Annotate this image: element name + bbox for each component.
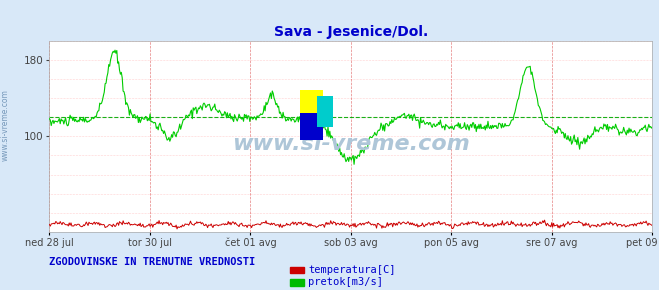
- FancyBboxPatch shape: [316, 96, 333, 127]
- Text: temperatura[C]: temperatura[C]: [308, 265, 396, 275]
- Text: www.si-vreme.com: www.si-vreme.com: [232, 134, 470, 154]
- Text: www.si-vreme.com: www.si-vreme.com: [1, 89, 10, 161]
- FancyBboxPatch shape: [300, 90, 322, 113]
- Title: Sava - Jesenice/Dol.: Sava - Jesenice/Dol.: [273, 26, 428, 39]
- Text: pretok[m3/s]: pretok[m3/s]: [308, 278, 384, 287]
- Text: ZGODOVINSKE IN TRENUTNE VREDNOSTI: ZGODOVINSKE IN TRENUTNE VREDNOSTI: [49, 257, 256, 267]
- FancyBboxPatch shape: [300, 113, 322, 140]
